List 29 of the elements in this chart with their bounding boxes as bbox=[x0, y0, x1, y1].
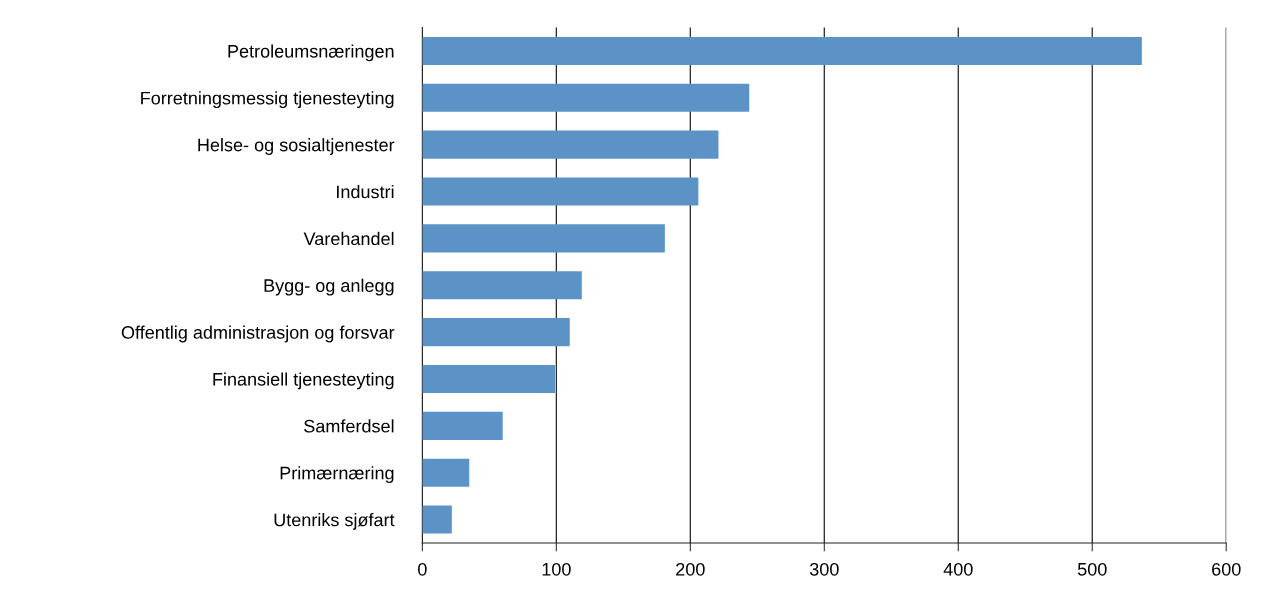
bar bbox=[422, 318, 570, 347]
x-tick-label: 600 bbox=[1212, 562, 1241, 576]
bar bbox=[422, 224, 665, 253]
bar bbox=[422, 83, 750, 112]
y-tick-label: Industri bbox=[337, 184, 394, 199]
x-tick-label: 0 bbox=[418, 562, 427, 576]
y-tick-label: Primærnæring bbox=[280, 466, 394, 483]
y-tick-label: Finansiell tjenesteyting bbox=[213, 372, 394, 390]
y-tick-label: Petroleumsnæringen bbox=[228, 44, 394, 62]
bar bbox=[422, 458, 470, 487]
x-tick-label: 100 bbox=[542, 562, 571, 576]
bar bbox=[422, 130, 719, 159]
y-tick-label: Bygg- og anlegg bbox=[264, 278, 394, 296]
bar bbox=[422, 271, 582, 300]
x-tick-label: 400 bbox=[943, 562, 973, 576]
y-tick-label: Offentlig administrasjon og forsvar bbox=[121, 325, 395, 343]
y-tick-label: Utenriks sjøfart bbox=[274, 513, 395, 530]
x-tick-label: 500 bbox=[1077, 562, 1107, 576]
bar bbox=[422, 36, 1142, 65]
y-tick-label: Forretningsmessig tjenesteyting bbox=[141, 91, 394, 109]
bar bbox=[422, 177, 699, 206]
bar bbox=[422, 505, 452, 534]
x-tick-label: 300 bbox=[809, 562, 839, 576]
y-tick-label: Helse- og sosialtjenester bbox=[198, 138, 395, 155]
y-tick-label: Varehandel bbox=[303, 231, 394, 246]
bar bbox=[422, 411, 503, 440]
y-tick-label: Samferdsel bbox=[304, 419, 394, 433]
bar bbox=[422, 364, 555, 394]
x-tick-label: 200 bbox=[676, 562, 705, 576]
